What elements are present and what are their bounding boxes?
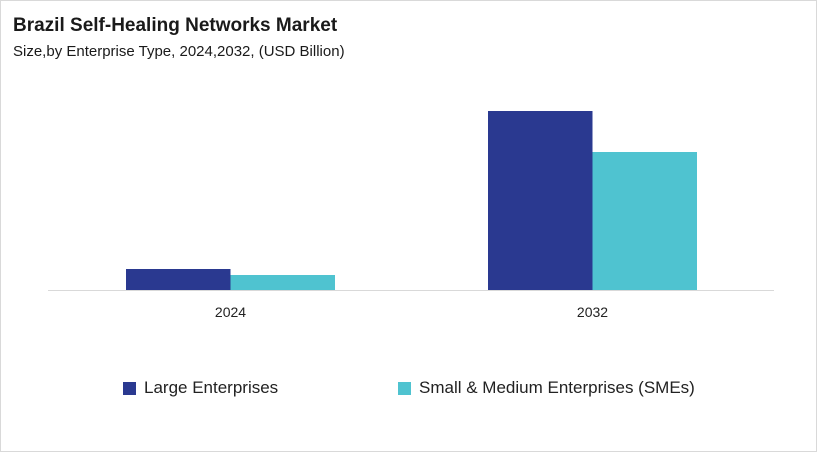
bar-2024-large bbox=[126, 269, 231, 290]
bar-2032-sme bbox=[592, 152, 697, 290]
legend-item-large: Large Enterprises bbox=[123, 378, 278, 398]
bar-2024-sme bbox=[230, 275, 335, 290]
legend-label-sme: Small & Medium Enterprises (SMEs) bbox=[419, 378, 695, 397]
x-tick-label: 2032 bbox=[577, 304, 608, 320]
bar-2032-large bbox=[488, 111, 593, 290]
legend-swatch-large bbox=[123, 381, 136, 395]
chart-subtitle: Size,by Enterprise Type, 2024,2032, (USD… bbox=[13, 43, 345, 60]
legend-item-sme: Small & Medium Enterprises (SMEs) bbox=[398, 378, 695, 398]
legend-label-large: Large Enterprises bbox=[144, 378, 279, 397]
x-tick-label: 2024 bbox=[215, 304, 246, 320]
legend-swatch-sme bbox=[398, 381, 411, 395]
chart-title: Brazil Self-Healing Networks Market bbox=[13, 15, 338, 36]
